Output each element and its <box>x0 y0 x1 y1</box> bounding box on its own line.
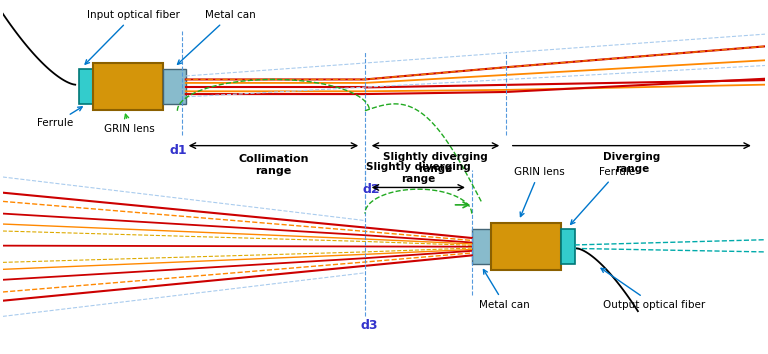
FancyBboxPatch shape <box>491 223 561 270</box>
FancyBboxPatch shape <box>79 69 93 104</box>
FancyBboxPatch shape <box>163 69 186 104</box>
FancyBboxPatch shape <box>93 63 163 110</box>
Text: d2: d2 <box>362 183 380 196</box>
Text: Ferrule: Ferrule <box>37 107 82 129</box>
Text: Input optical fiber: Input optical fiber <box>85 11 180 64</box>
Text: Slightly diverging
range: Slightly diverging range <box>383 152 488 173</box>
Text: d3: d3 <box>360 319 378 332</box>
Text: GRIN lens: GRIN lens <box>514 167 564 217</box>
Text: Metal can: Metal can <box>177 11 256 64</box>
Text: d1: d1 <box>169 144 187 157</box>
Text: Diverging
range: Diverging range <box>603 152 660 173</box>
Text: Ferrule: Ferrule <box>571 167 635 224</box>
Text: Metal can: Metal can <box>479 269 530 310</box>
Text: Output optical fiber: Output optical fiber <box>601 268 705 310</box>
Text: Collimation
range: Collimation range <box>238 154 309 176</box>
Text: GRIN lens: GRIN lens <box>104 114 155 134</box>
Text: Slightly diverging
range: Slightly diverging range <box>366 162 471 184</box>
FancyBboxPatch shape <box>561 229 574 264</box>
FancyBboxPatch shape <box>472 229 491 264</box>
